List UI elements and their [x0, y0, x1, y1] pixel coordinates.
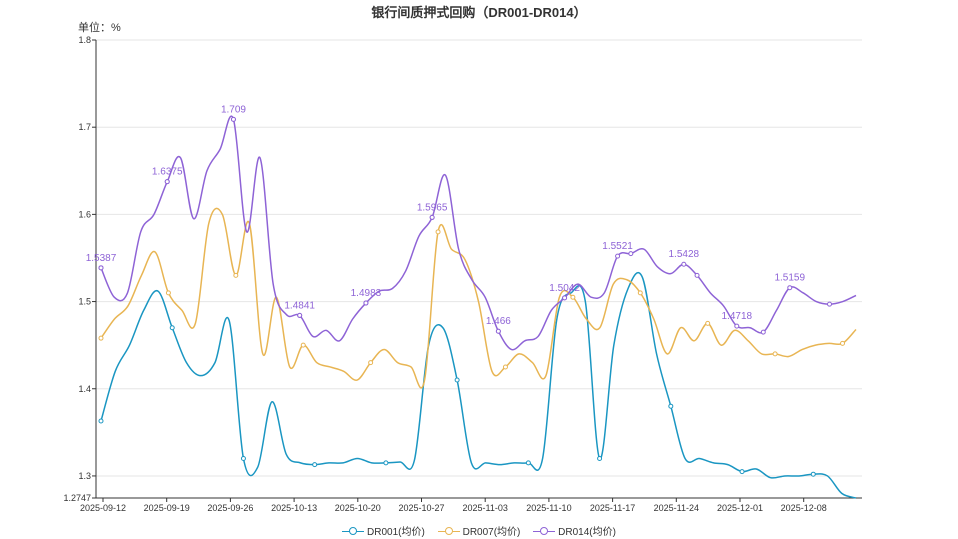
- legend-swatch-dr001: [342, 526, 365, 536]
- legend-swatch-dr014: [533, 526, 556, 536]
- data-label: 1.709: [221, 104, 246, 115]
- data-point-dr001: [312, 462, 318, 468]
- data-point-dr001: [525, 460, 531, 466]
- y-tick-label: 1.2747: [63, 493, 91, 503]
- legend-label-dr014: DR014(均价): [558, 527, 616, 538]
- data-point-dr014: [694, 272, 700, 278]
- data-point-dr014: [827, 301, 833, 307]
- x-tick-label: 2025-12-01: [717, 503, 763, 513]
- y-tick-label: 1.8: [78, 35, 91, 45]
- series-lines: [98, 115, 857, 499]
- legend: DR001(均价) DR007(均价) DR014(均价): [0, 523, 958, 539]
- chart-title: 银行间质押式回购（DR001-DR014）: [371, 5, 587, 20]
- data-label: 1.4983: [351, 288, 382, 299]
- data-label-marker: [297, 312, 303, 318]
- data-point-dr007: [570, 294, 576, 300]
- legend-swatch-dr007: [437, 526, 460, 536]
- data-label: 1.5159: [774, 273, 805, 284]
- x-tick-label: 2025-09-19: [144, 503, 190, 513]
- data-label: 1.5042: [549, 283, 580, 294]
- data-point-dr007: [165, 290, 171, 296]
- data-point-dr014: [760, 329, 766, 335]
- y-tick-label: 1.7: [78, 122, 91, 132]
- data-point-dr001: [383, 460, 389, 466]
- data-point-dr007: [98, 335, 104, 341]
- unit-label: 单位：%: [78, 22, 121, 34]
- x-tick-label: 2025-10-13: [271, 503, 317, 513]
- x-tick-label: 2025-10-20: [335, 503, 381, 513]
- data-label-marker: [363, 300, 369, 306]
- data-label-marker: [562, 295, 568, 301]
- data-label-marker: [98, 265, 104, 271]
- x-tick-label: 2025-11-17: [590, 503, 635, 513]
- legend-dot: [540, 526, 549, 535]
- data-labels: 1.5387 1.6375 1.709 1.4841 1.4983 1.5965 1.466…: [86, 104, 805, 334]
- y-tick-label: 1.4: [78, 384, 91, 394]
- series-line-dr014: [100, 115, 857, 351]
- series-line-dr001: [100, 271, 857, 499]
- data-point-dr007: [637, 290, 643, 296]
- y-tick-label: 1.6: [78, 209, 91, 219]
- data-label: 1.466: [486, 316, 511, 327]
- x-tick-label: 2025-11-10: [526, 503, 571, 513]
- x-tick-label: 2025-11-24: [654, 503, 699, 513]
- data-point-dr014: [628, 251, 634, 257]
- x-tick-label: 2025-09-12: [80, 503, 126, 513]
- data-point-dr001: [739, 469, 745, 475]
- data-point-dr007: [502, 364, 508, 370]
- data-point-dr007: [840, 340, 846, 346]
- y-tick-label: 1.5: [78, 297, 91, 307]
- data-label: 1.5428: [669, 249, 700, 260]
- data-point-dr001: [240, 456, 246, 462]
- data-point-dr001: [454, 377, 460, 383]
- legend-item-dr014[interactable]: DR014(均价): [533, 523, 616, 538]
- legend-item-dr007[interactable]: DR007(均价): [437, 523, 521, 538]
- data-point-dr007: [300, 342, 306, 348]
- data-label: 1.4718: [721, 311, 752, 322]
- data-label: 1.5521: [602, 241, 633, 252]
- data-label: 1.5387: [86, 253, 117, 264]
- data-point-dr007: [368, 360, 374, 366]
- data-label-marker: [164, 179, 170, 185]
- x-tick-label: 2025-11-03: [463, 503, 508, 513]
- grid-lines: [96, 39, 862, 499]
- data-label-marker: [495, 328, 501, 334]
- data-label-marker: [615, 253, 621, 259]
- legend-dot: [349, 526, 358, 535]
- data-point-dr007: [435, 229, 441, 235]
- data-label-marker: [681, 261, 687, 267]
- x-tick-label: 2025-10-27: [398, 503, 444, 513]
- series-line-dr007: [100, 207, 857, 389]
- data-label: 1.6375: [152, 167, 183, 178]
- legend-item-dr001[interactable]: DR001(均价): [342, 523, 425, 538]
- data-point-dr001: [668, 403, 674, 409]
- data-point-dr007: [233, 272, 239, 278]
- line-chart: 1.2747 1.3 1.4 1.5 1.6 1.7 1.8 2025-09-12 2025-0…: [63, 35, 862, 513]
- data-label-marker: [230, 116, 236, 122]
- axes: 1.2747 1.3 1.4 1.5 1.6 1.7 1.8 2025-09-12 2025-0…: [63, 35, 862, 513]
- legend-label-dr007: DR007(均价): [462, 527, 521, 538]
- data-label: 1.4841: [284, 300, 315, 311]
- data-label: 1.5965: [417, 202, 448, 213]
- legend-dot: [444, 526, 453, 535]
- data-label-marker: [734, 323, 740, 329]
- data-point-dr007: [772, 351, 778, 357]
- data-point-dr001: [810, 471, 816, 477]
- data-point-dr001: [597, 456, 603, 462]
- y-tick-label: 1.3: [78, 471, 91, 481]
- data-label-marker: [429, 214, 435, 220]
- legend-label-dr001: DR001(均价): [367, 527, 425, 538]
- x-tick-label: 2025-09-26: [207, 503, 253, 513]
- data-point-dr007: [705, 320, 711, 326]
- x-tick-label: 2025-12-08: [781, 503, 827, 513]
- data-label-marker: [787, 285, 793, 291]
- data-point-dr001: [98, 418, 104, 424]
- data-point-dr001: [169, 325, 175, 331]
